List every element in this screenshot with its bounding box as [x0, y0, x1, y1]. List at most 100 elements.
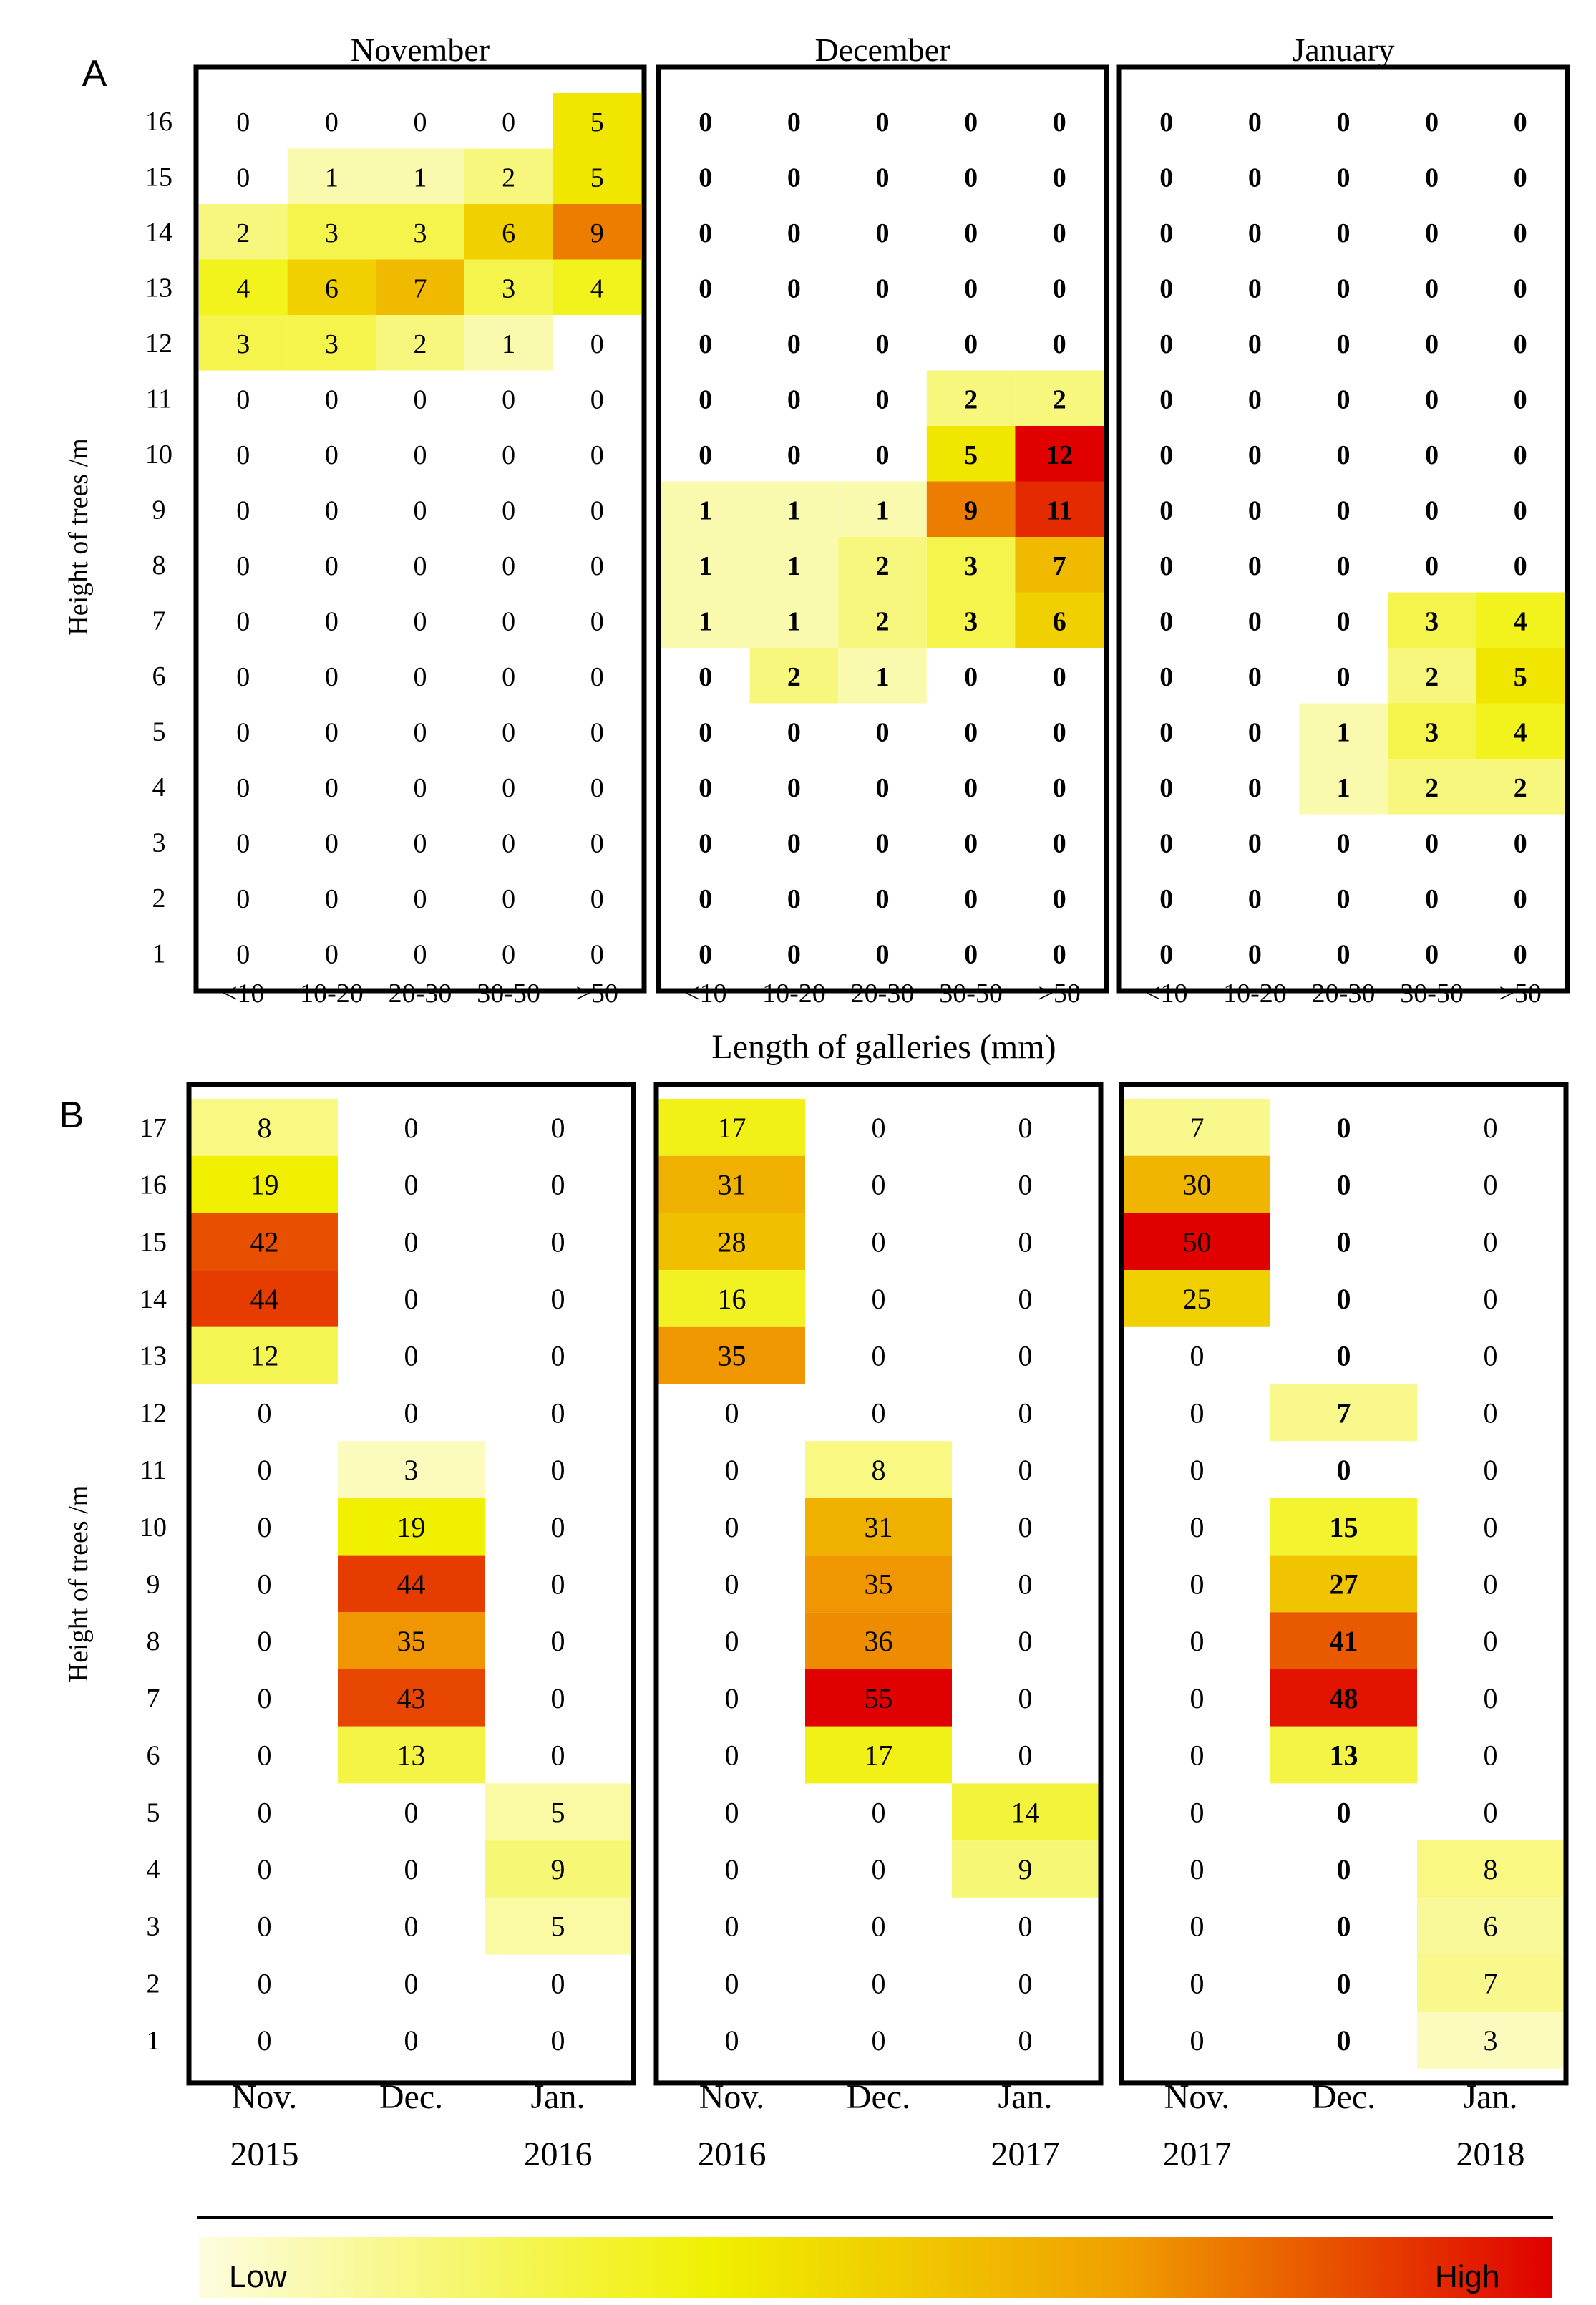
heat-cell: [1270, 1384, 1417, 1442]
x-tick-label: Jan.: [531, 2078, 585, 2116]
y-tick-label: 13: [140, 1341, 167, 1372]
cell-value: 0: [1484, 1796, 1498, 1828]
cell-value: 0: [590, 440, 604, 470]
y-tick-label: 12: [140, 1398, 167, 1428]
cell-value: 0: [236, 773, 250, 803]
cell-value: 0: [964, 773, 978, 803]
cell-value: 0: [1514, 551, 1527, 581]
subpanel-title: November: [351, 31, 490, 68]
cell-value: 1: [787, 495, 801, 525]
cell-value: 0: [502, 939, 515, 969]
cell-value: 0: [1337, 939, 1351, 969]
heat-cell: [376, 148, 464, 204]
x-tick-label: 10-20: [1223, 979, 1287, 1009]
y-tick-label: 6: [147, 1741, 160, 1771]
cell-value: 0: [236, 884, 250, 914]
cell-value: 0: [1053, 218, 1066, 248]
cell-value: 0: [502, 440, 515, 470]
cell-value: 6: [502, 218, 515, 248]
cell-value: 0: [325, 107, 339, 137]
cell-value: 0: [787, 773, 801, 803]
colorbar: [199, 2237, 1552, 2298]
cell-value: 0: [872, 1340, 886, 1372]
cell-value: 0: [1248, 828, 1262, 858]
cell-value: 1: [414, 162, 427, 193]
cell-value: 0: [502, 107, 515, 137]
cell-value: 3: [414, 218, 427, 248]
cell-value: 0: [1190, 1568, 1205, 1600]
heat-cell: [338, 1555, 485, 1613]
cell-value: 8: [258, 1112, 272, 1144]
cell-value: 0: [1190, 1340, 1205, 1372]
cell-value: 0: [1425, 939, 1439, 969]
heat-cell: [749, 481, 839, 537]
cell-value: 0: [876, 384, 890, 414]
cell-value: 1: [502, 329, 515, 359]
heat-cell: [1417, 2012, 1564, 2069]
heat-cell: [952, 1783, 1099, 1841]
x-tick-label: 10-20: [762, 979, 826, 1009]
cell-value: 0: [1484, 1169, 1498, 1201]
subpanel-title: January: [1292, 31, 1394, 68]
cell-value: 0: [1514, 329, 1527, 359]
cell-value: 0: [1159, 662, 1173, 692]
cell-value: 0: [1159, 551, 1173, 581]
cell-value: 0: [1248, 440, 1262, 470]
cell-value: 2: [502, 162, 515, 193]
cell-value: 0: [1018, 1226, 1033, 1258]
x-tick-label: 30-50: [1400, 979, 1464, 1009]
heat-cell: [464, 148, 553, 204]
heat-cell: [1476, 648, 1565, 704]
heat-cell: [658, 1099, 805, 1156]
x-tick-label: 20-30: [1312, 979, 1376, 1009]
cell-value: 0: [404, 1911, 419, 1943]
cell-value: 0: [1337, 218, 1351, 248]
cell-value: 42: [250, 1226, 279, 1258]
cell-value: 0: [1159, 773, 1173, 803]
cell-value: 0: [1514, 107, 1527, 137]
heat-cell: [805, 1498, 952, 1556]
y-tick-label: 16: [140, 1170, 167, 1200]
cell-value: 0: [1159, 273, 1173, 304]
cell-value: 0: [699, 162, 712, 193]
y-tick-label: 2: [147, 1969, 160, 1999]
cell-value: 0: [1425, 495, 1439, 525]
cell-value: 0: [236, 662, 250, 692]
cell-value: 3: [964, 551, 978, 581]
cell-value: 0: [551, 1169, 565, 1201]
cell-value: 0: [236, 939, 250, 969]
cell-value: 0: [1018, 1169, 1033, 1201]
cell-value: 0: [1337, 1226, 1351, 1258]
heat-cell: [485, 1840, 631, 1898]
cell-value: 0: [1248, 662, 1262, 692]
cell-value: 0: [236, 162, 250, 193]
cell-value: 0: [876, 939, 890, 969]
cell-value: 0: [551, 1454, 565, 1486]
heat-cell: [287, 259, 376, 315]
heat-cell: [1270, 1612, 1417, 1669]
cell-value: 0: [1484, 1511, 1498, 1543]
cell-value: 0: [414, 828, 427, 858]
cell-value: 3: [325, 329, 339, 359]
cell-value: 0: [1190, 1853, 1205, 1886]
cell-value: 0: [1484, 1739, 1498, 1772]
cell-value: 0: [1159, 606, 1173, 636]
cell-value: 0: [1337, 1911, 1351, 1943]
y-tick-label: 4: [147, 1855, 160, 1885]
cell-value: 0: [1159, 384, 1173, 414]
cell-value: 0: [325, 495, 339, 525]
cell-value: 0: [964, 329, 978, 359]
heat-cell: [926, 537, 1016, 593]
panel-label: B: [59, 1095, 84, 1136]
x-tick-year: 2015: [230, 2135, 299, 2173]
x-tick-label: 30-50: [939, 979, 1003, 1009]
cell-value: 0: [404, 1340, 419, 1372]
cell-value: 0: [1053, 717, 1066, 747]
cell-value: 0: [699, 717, 712, 747]
cell-value: 0: [699, 384, 712, 414]
cell-value: 0: [551, 1340, 565, 1372]
cell-value: 0: [1337, 1283, 1351, 1315]
x-tick-label: 20-30: [851, 979, 915, 1009]
heat-cell: [1387, 759, 1476, 815]
heat-cell: [338, 1441, 485, 1498]
